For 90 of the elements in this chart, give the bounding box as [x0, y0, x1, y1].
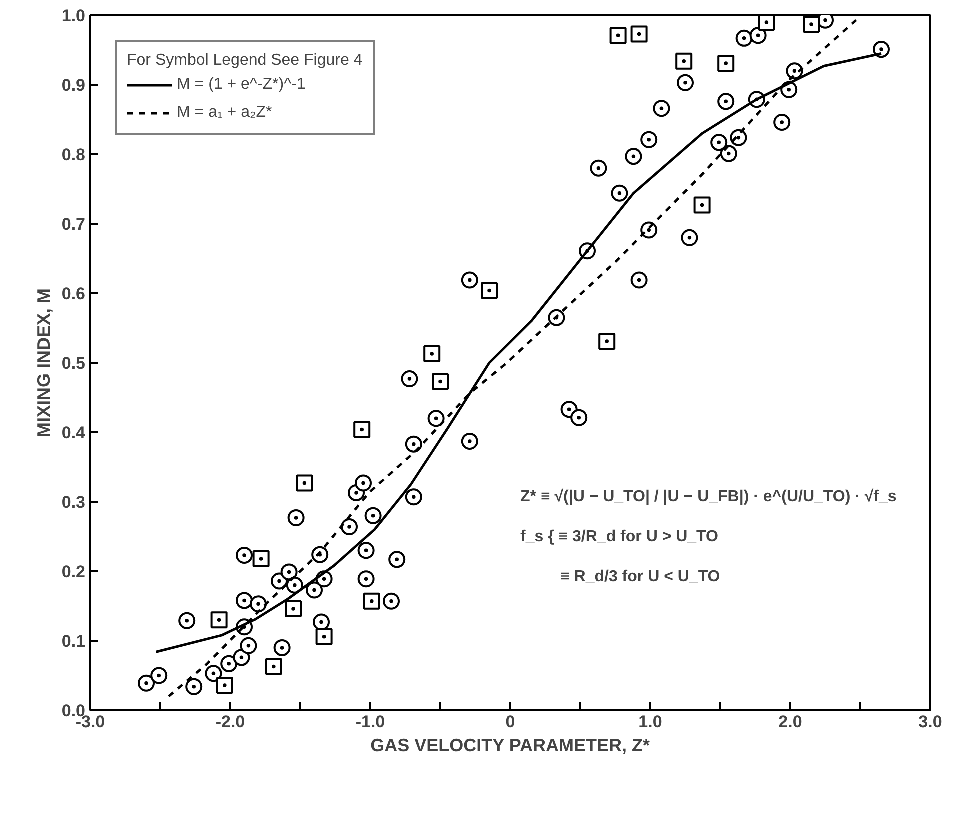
y-tick-label: 0.2 [62, 562, 86, 582]
point [598, 332, 616, 350]
point [610, 27, 627, 44]
point [205, 665, 222, 682]
point [718, 93, 735, 110]
point [461, 272, 478, 289]
point [653, 100, 670, 118]
point [405, 488, 422, 506]
point [720, 145, 738, 162]
point [432, 373, 449, 390]
annotation: Z* ≡ √(|U − U_TO| / |U − U_FB|) · e^(U/U_TO) · √f_s [520, 488, 897, 506]
point [316, 628, 333, 646]
point [405, 436, 422, 453]
point [630, 272, 648, 289]
point [220, 655, 238, 672]
point [677, 74, 694, 92]
point [758, 16, 776, 31]
point [383, 592, 400, 610]
annotation: f_s { ≡ 3/R_d for U > U_TO [520, 528, 718, 546]
x-tick-label: 3.0 [918, 712, 942, 732]
point [250, 596, 267, 613]
point [186, 678, 203, 696]
point [358, 542, 375, 560]
point [313, 614, 330, 631]
y-tick-label: 0.8 [62, 146, 86, 164]
point [138, 674, 155, 692]
y-axis-title: MIXING INDEX, M [34, 288, 54, 438]
y-tick-label: 0.7 [62, 215, 86, 234]
point [210, 612, 228, 629]
point [265, 658, 282, 676]
point [252, 550, 270, 568]
point [873, 41, 890, 58]
point [710, 134, 728, 152]
point [216, 676, 234, 694]
point [676, 52, 693, 70]
y-tick-label: 0.9 [62, 76, 86, 95]
point [803, 16, 820, 34]
point [341, 518, 358, 536]
point [611, 184, 628, 202]
point [354, 421, 371, 438]
point [236, 547, 253, 564]
point [363, 592, 380, 610]
legend-title: For Symbol Legend See Figure 4 [127, 52, 363, 70]
point [681, 229, 698, 246]
point [280, 564, 298, 581]
point [590, 160, 608, 177]
y-tick-label: 0.3 [62, 493, 86, 512]
point [750, 27, 767, 44]
x-tick-label: 1.0 [638, 712, 662, 732]
point [233, 649, 250, 666]
point [296, 474, 314, 492]
point [736, 30, 753, 47]
legend-label: M = a₁ + a₂Z* [177, 104, 272, 122]
point [461, 433, 478, 450]
x-tick-label: 0 [506, 712, 516, 732]
point [428, 410, 445, 428]
annotation: ≡ R_d/3 for U < U_TO [560, 568, 720, 586]
point [236, 592, 253, 610]
point [424, 345, 441, 362]
point [240, 637, 258, 654]
point [640, 131, 658, 148]
point [694, 196, 711, 214]
y-tick-label: 0.1 [62, 632, 86, 651]
point [774, 114, 791, 132]
point [570, 409, 588, 426]
point [786, 62, 804, 80]
point [274, 639, 291, 656]
point [718, 54, 735, 72]
point [388, 551, 406, 568]
point [358, 570, 375, 588]
point [364, 507, 382, 524]
point [178, 612, 196, 630]
legend-label: M = (1 + e^-Z*)^-1 [177, 76, 306, 94]
x-tick-label: 2.0 [778, 712, 802, 732]
point [481, 282, 498, 300]
x-tick-label: -2.0 [216, 712, 246, 732]
point [150, 667, 168, 684]
y-tick-label: 0.5 [62, 354, 86, 373]
y-tick-label: 0.6 [62, 284, 86, 304]
y-tick-label: 1.0 [62, 6, 86, 26]
y-tick-label: 0.4 [62, 424, 86, 442]
point [355, 474, 372, 492]
x-axis-title: GAS VELOCITY PARAMETER, Z* [370, 736, 650, 756]
point [306, 582, 323, 599]
x-tick-label: -1.0 [356, 712, 386, 732]
point [630, 26, 648, 43]
point [285, 600, 302, 618]
point [288, 510, 305, 526]
point [625, 148, 642, 166]
point [401, 370, 418, 388]
